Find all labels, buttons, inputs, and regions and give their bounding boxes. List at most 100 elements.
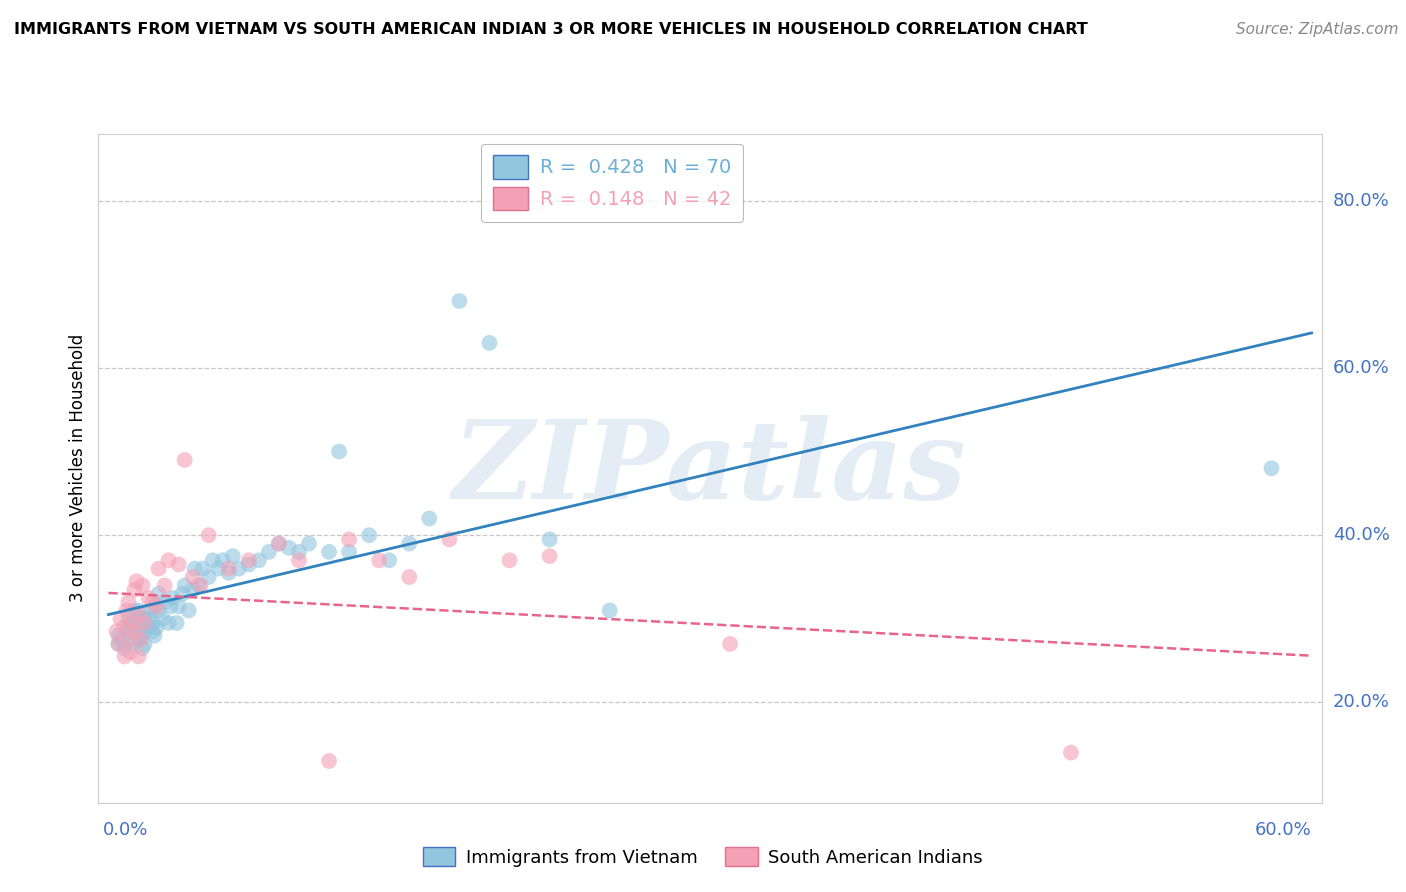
Point [115,603,138,617]
Point [187,578,209,592]
Point [201,553,224,567]
Text: IMMIGRANTS FROM VIETNAM VS SOUTH AMERICAN INDIAN 3 OR MORE VEHICLES IN HOUSEHOLD: IMMIGRANTS FROM VIETNAM VS SOUTH AMERICA… [14,22,1088,37]
Point [172,587,194,601]
Point [439,533,461,547]
Point [177,603,200,617]
Point [159,599,181,614]
Point [134,624,156,639]
Text: 0.0%: 0.0% [103,822,148,839]
Point [162,591,184,605]
Point [167,599,190,614]
Point [134,612,156,626]
Point [247,553,270,567]
Point [138,612,160,626]
Point [337,533,360,547]
Point [257,545,280,559]
Point [378,553,401,567]
Point [110,612,132,626]
Point [228,562,250,576]
Point [218,562,240,576]
Point [114,620,136,634]
Point [298,536,321,550]
Point [131,578,153,592]
Point [124,603,146,617]
Point [105,624,128,639]
Point [277,541,299,555]
Point [157,615,180,630]
Point [368,553,391,567]
Text: 80.0%: 80.0% [1333,192,1389,210]
Point [145,599,167,614]
Text: 40.0%: 40.0% [1333,526,1389,544]
Point [328,444,350,458]
Point [183,562,205,576]
Text: 60.0%: 60.0% [1256,822,1312,839]
Point [124,624,146,639]
Point [190,578,212,592]
Point [121,615,143,630]
Point [181,570,204,584]
Point [117,624,139,639]
Point [359,528,381,542]
Point [117,595,139,609]
Point [125,574,148,589]
Point [153,578,176,592]
Point [107,637,129,651]
Point [418,511,440,525]
Point [128,607,150,622]
Point [131,641,153,656]
Point [129,632,152,647]
Point [197,528,219,542]
Point [181,582,204,597]
Point [117,632,139,647]
Point [128,603,150,617]
Point [599,603,621,617]
Point [107,637,129,651]
Point [107,628,129,642]
Point [498,553,520,567]
Point [152,612,174,626]
Text: 20.0%: 20.0% [1333,693,1389,712]
Point [1260,461,1282,475]
Point [114,649,136,664]
Point [142,624,165,639]
Point [114,641,136,656]
Point [145,620,167,634]
Point [143,599,166,614]
Point [142,615,165,630]
Point [148,603,170,617]
Text: ZIPatlas: ZIPatlas [453,415,967,522]
Point [139,603,162,617]
Point [398,536,420,550]
Point [538,549,561,563]
Point [318,545,340,559]
Point [238,558,260,572]
Point [538,533,561,547]
Point [449,293,471,308]
Point [288,553,311,567]
Point [337,545,360,559]
Point [197,570,219,584]
Point [148,562,170,576]
Point [211,553,233,567]
Point [138,591,160,605]
Text: Source: ZipAtlas.com: Source: ZipAtlas.com [1236,22,1399,37]
Point [143,628,166,642]
Point [478,335,501,350]
Legend: Immigrants from Vietnam, South American Indians: Immigrants from Vietnam, South American … [416,840,990,874]
Point [111,632,134,647]
Point [134,637,156,651]
Point [117,620,139,634]
Point [191,562,214,576]
Point [121,615,143,630]
Point [142,595,165,609]
Point [129,628,152,642]
Point [148,587,170,601]
Point [167,558,190,572]
Text: 60.0%: 60.0% [1333,359,1389,377]
Point [153,595,176,609]
Point [288,545,311,559]
Point [1060,746,1083,760]
Y-axis label: 3 or more Vehicles in Household: 3 or more Vehicles in Household [69,334,87,602]
Point [117,612,139,626]
